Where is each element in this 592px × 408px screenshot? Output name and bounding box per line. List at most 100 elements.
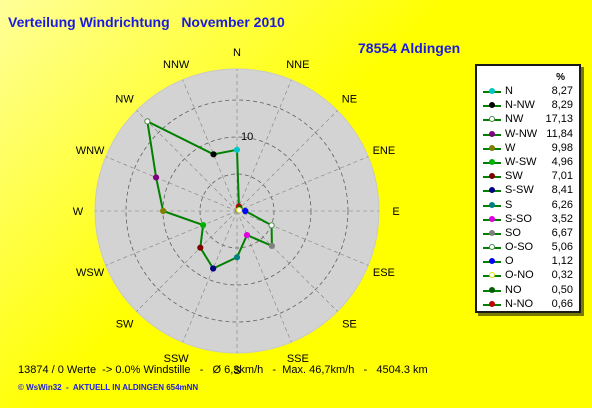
direction-label: W	[73, 206, 84, 218]
legend-value: 3,52	[551, 212, 573, 225]
legend-value: 4,96	[551, 155, 573, 168]
legend-header: %	[556, 72, 565, 83]
legend: % N 8,27 N-NW 8,29 NW 17,13 W-NW 11,84 W 9,98 W-SW…	[475, 64, 581, 313]
direction-label: SW	[116, 318, 134, 330]
grid-spoke	[105, 210, 238, 266]
legend-marker	[489, 88, 495, 94]
software-credit: © WsWin32 - AKTUELL IN ALDINGEN 654mNN	[18, 383, 199, 392]
legend-item: N-NO 0,66	[477, 297, 579, 311]
legend-item: NO 0,50	[477, 283, 579, 297]
legend-item: NW 17,13	[477, 112, 579, 126]
legend-name: S	[505, 198, 513, 211]
direction-labels: N NNE NE ENE E ESE SE SSE S SSW SW WSW W WNW NW NNW	[73, 47, 400, 377]
legend-item: SW 7,01	[477, 169, 579, 183]
statistics-footer: 13874 / 0 Werte -> 0.0% Windstille - Ø 6…	[18, 364, 428, 376]
direction-label: NE	[342, 94, 357, 106]
legend-name: O-SO	[505, 241, 534, 254]
grid-spoke	[136, 110, 238, 212]
legend-item: N-NW 8,29	[477, 98, 579, 112]
legend-value: 6,26	[551, 198, 573, 211]
data-point	[210, 151, 217, 158]
direction-label: S	[233, 365, 240, 377]
grid-spoke	[236, 79, 292, 212]
legend-marker	[489, 201, 495, 208]
legend-value: 8,41	[551, 184, 573, 197]
legend-marker	[489, 300, 495, 307]
legend-value: 6,67	[551, 226, 573, 239]
data-point	[233, 146, 241, 153]
grid-spoke	[105, 156, 238, 212]
grid-spoke	[182, 210, 238, 343]
legend-marker	[489, 272, 495, 279]
legend-marker	[489, 229, 495, 236]
station-label: 78554 Aldingen	[358, 40, 461, 56]
direction-label: SE	[342, 318, 357, 330]
data-point	[144, 118, 151, 125]
legend-value: 0,66	[551, 297, 573, 310]
legend-name: S-SO	[505, 212, 532, 225]
legend-name: O-NO	[505, 269, 534, 282]
legend-name: W	[505, 141, 516, 154]
legend-item: S-SO 3,52	[477, 212, 579, 226]
rose-grid	[95, 69, 379, 353]
rose-series	[144, 118, 276, 272]
legend-list: N 8,27 N-NW 8,29 NW 17,13 W-NW 11,84 W 9,98 W-SW 4,…	[477, 84, 579, 311]
data-point	[160, 207, 167, 215]
legend-marker	[489, 116, 495, 123]
legend-name: S-SW	[505, 184, 534, 197]
legend-name: SO	[505, 226, 521, 239]
legend-value: 8,29	[551, 99, 573, 112]
legend-marker	[489, 130, 495, 137]
data-point	[197, 244, 204, 251]
grid-spoke	[236, 210, 338, 312]
data-point	[268, 222, 275, 229]
legend-name: NW	[505, 113, 524, 126]
data-point	[199, 221, 207, 229]
legend-marker	[489, 102, 495, 109]
legend-item: W-SW 4,96	[477, 155, 579, 169]
legend-item: O-NO 0,32	[477, 268, 579, 282]
legend-value: 0,32	[551, 269, 573, 282]
data-point	[236, 206, 243, 214]
legend-item: SO 6,67	[477, 226, 579, 240]
legend-name: N	[505, 85, 513, 97]
legend-item: N 8,27	[477, 84, 579, 98]
data-point	[233, 254, 241, 261]
legend-name: N-NW	[505, 99, 535, 112]
legend-value: 1,12	[551, 255, 573, 268]
direction-label: NNE	[286, 59, 309, 71]
legend-value: 17,13	[545, 113, 573, 126]
direction-label: NNW	[163, 59, 190, 71]
legend-item: O 1,12	[477, 254, 579, 268]
legend-value: 9,98	[551, 141, 573, 154]
legend-item: W-NW 11,84	[477, 127, 579, 141]
legend-marker	[489, 244, 495, 251]
legend-name: O	[505, 255, 514, 268]
legend-name: W-SW	[505, 155, 537, 168]
direction-label: ENE	[373, 145, 396, 157]
direction-label: E	[392, 206, 399, 218]
legend-value: 5,06	[551, 241, 573, 254]
legend-marker	[489, 144, 495, 151]
legend-marker	[489, 187, 495, 194]
data-point	[210, 265, 217, 272]
grid-spoke	[236, 156, 369, 212]
legend-value: 11,84	[546, 127, 573, 140]
legend-value: 7,01	[551, 170, 573, 183]
data-point	[268, 242, 276, 250]
grid-spoke	[136, 210, 238, 312]
legend-value: 0,50	[551, 283, 573, 296]
data-point	[152, 174, 160, 181]
legend-item: W 9,98	[477, 141, 579, 155]
direction-label: SSW	[164, 353, 190, 365]
data-point	[243, 231, 251, 239]
direction-label: ESE	[373, 267, 395, 279]
direction-label: SSE	[287, 353, 309, 365]
grid-spoke	[236, 210, 369, 266]
legend-name: N-NO	[505, 297, 534, 310]
legend-marker	[489, 158, 495, 165]
direction-label: WNW	[76, 145, 105, 157]
legend-item: O-SO 5,06	[477, 240, 579, 254]
direction-label: NW	[115, 94, 134, 106]
